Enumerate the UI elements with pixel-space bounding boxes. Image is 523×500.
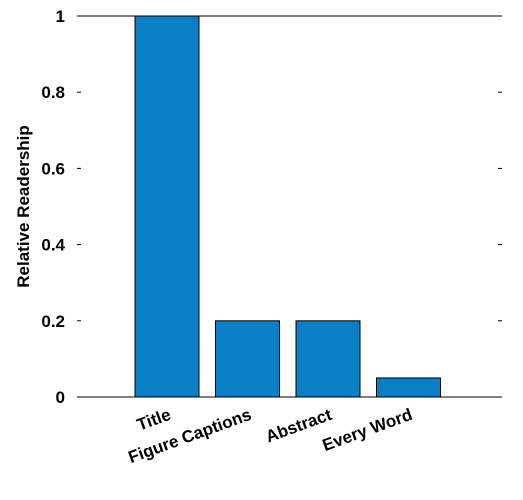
x-tick-label: Every Word bbox=[320, 405, 415, 455]
y-tick-label: 0.4 bbox=[41, 236, 65, 255]
bar-title bbox=[134, 15, 200, 398]
bar-every-word bbox=[376, 377, 441, 398]
y-ticks: 0 0.2 0.4 0.6 0.8 1 bbox=[41, 7, 502, 407]
bars bbox=[134, 15, 441, 398]
y-tick-label: 0.6 bbox=[41, 159, 65, 178]
y-tick-label: 1 bbox=[56, 7, 65, 26]
y-axis-label: Relative Readership bbox=[14, 125, 33, 288]
x-tick-label: Title bbox=[134, 405, 173, 435]
y-tick-label: 0.2 bbox=[41, 312, 65, 331]
y-tick-label: 0 bbox=[56, 388, 65, 407]
bar-abstract bbox=[295, 320, 361, 398]
bar-figure-captions bbox=[215, 320, 280, 398]
y-tick-label: 0.8 bbox=[41, 83, 65, 102]
